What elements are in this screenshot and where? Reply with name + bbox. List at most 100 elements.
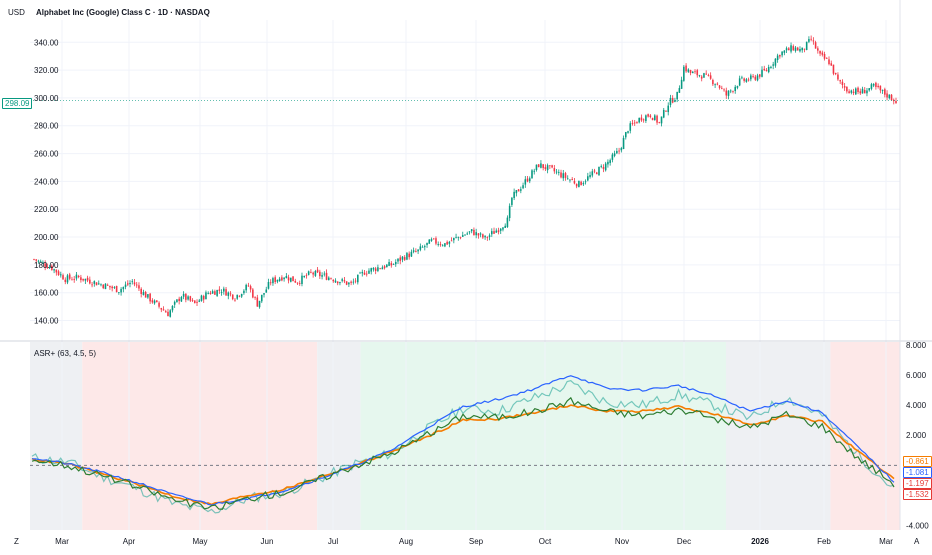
price-candles	[30, 35, 900, 318]
candle-body	[680, 79, 683, 89]
candle-body	[620, 148, 623, 151]
candle-body	[432, 238, 435, 240]
candle-body	[115, 285, 118, 293]
candle-body	[171, 305, 174, 311]
candle-body	[654, 115, 656, 121]
candle-body	[624, 132, 627, 138]
candle-body	[678, 88, 681, 93]
candle-body	[520, 189, 522, 191]
x-tick-9: Dec	[677, 537, 691, 546]
candle-body	[185, 293, 187, 300]
zone-0	[30, 342, 83, 530]
axes: 340.00 320.00 300.00 280.00 260.00 240.00 220.…	[34, 38, 929, 546]
candle-body	[591, 171, 594, 176]
candle-body	[776, 55, 779, 60]
candle-body	[191, 299, 194, 301]
candle-body	[93, 281, 96, 284]
candle-body	[642, 119, 645, 121]
x-tick-11: Feb	[817, 537, 831, 546]
candle-body	[656, 115, 658, 123]
candle-body	[837, 74, 839, 80]
candle-body	[370, 268, 373, 272]
candle-body	[247, 285, 250, 287]
candle-body	[44, 263, 46, 267]
candle-body	[234, 299, 236, 301]
candle-body	[841, 81, 844, 85]
candle-body	[879, 85, 882, 91]
candle-body	[825, 58, 828, 59]
candle-body	[725, 90, 728, 96]
candle-body	[388, 262, 390, 266]
candle-body	[464, 234, 466, 236]
candle-body	[325, 272, 328, 280]
last-price-tag: 298.09	[2, 98, 33, 109]
candle-body	[35, 259, 38, 261]
candle-body	[303, 275, 306, 278]
candle-body	[214, 291, 216, 295]
candle-body	[316, 269, 319, 273]
candle-body	[861, 88, 864, 94]
candle-body	[350, 281, 352, 283]
candle-body	[850, 90, 853, 93]
candle-body	[310, 271, 312, 273]
candle-body	[790, 45, 792, 52]
candle-body	[401, 256, 404, 260]
x-tick-8: Nov	[615, 537, 629, 546]
chart-title: Alphabet Inc (Google) Class C · 1D · NAS…	[36, 8, 210, 17]
candle-body	[238, 295, 241, 297]
x-tick-7: Oct	[539, 537, 552, 546]
candle-body	[895, 101, 897, 104]
candle-body	[397, 258, 399, 262]
candle-body	[345, 281, 348, 285]
candle-body	[781, 51, 783, 56]
candle-body	[169, 310, 172, 317]
candle-body	[211, 291, 214, 294]
candle-body	[46, 266, 49, 269]
candle-body	[669, 97, 672, 105]
candle-body	[332, 279, 335, 282]
x-tick-12: Mar	[879, 537, 893, 546]
candle-body	[196, 301, 198, 303]
candle-body	[691, 71, 694, 74]
candle-body	[158, 302, 160, 307]
candle-body	[301, 275, 303, 284]
candle-body	[660, 116, 663, 124]
candle-body	[274, 277, 276, 283]
timezone-button[interactable]: Z	[14, 537, 19, 546]
candle-body	[497, 230, 500, 233]
candle-body	[231, 294, 234, 300]
candle-body	[705, 73, 707, 75]
auto-scale-button[interactable]: A	[914, 537, 920, 546]
candle-body	[448, 241, 451, 244]
candle-body	[727, 90, 730, 96]
candle-body	[207, 292, 209, 294]
candle-body	[151, 300, 154, 303]
candle-body	[812, 40, 815, 42]
candle-body	[662, 109, 665, 118]
indicator-label: ASR+ (63, 4.5, 5)	[34, 349, 97, 358]
candle-body	[33, 259, 35, 260]
candle-body	[752, 76, 754, 77]
candle-body	[149, 293, 151, 302]
candle-body	[526, 178, 529, 182]
price-tick-9: 160.00	[34, 289, 59, 298]
candle-body	[495, 230, 498, 233]
candle-body	[549, 165, 551, 167]
candle-body	[287, 277, 290, 281]
candle-body	[118, 292, 120, 293]
x-tick-3: Jun	[261, 537, 274, 546]
indicator-lines	[31, 375, 895, 514]
candle-body	[439, 244, 442, 245]
candle-body	[486, 237, 489, 238]
candle-body	[66, 275, 69, 283]
candle-body	[140, 288, 142, 294]
price-tick-6: 220.00	[34, 205, 59, 214]
candle-body	[62, 275, 64, 280]
candle-body	[763, 68, 766, 71]
candle-body	[167, 311, 169, 317]
candle-body	[254, 296, 256, 298]
candle-body	[89, 279, 91, 284]
candle-body	[649, 115, 652, 118]
candle-body	[892, 99, 895, 102]
